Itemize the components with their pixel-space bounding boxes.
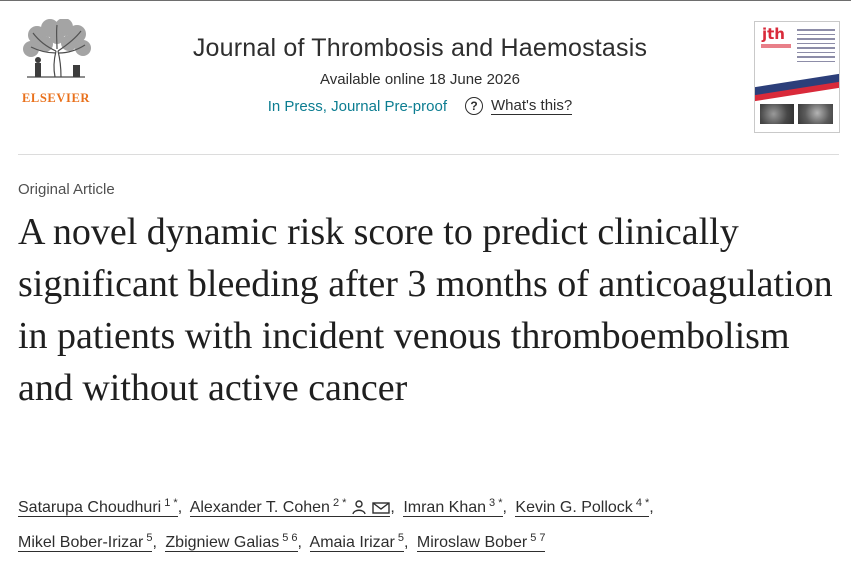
author-link[interactable]: Zbigniew Galias 5 6: [165, 532, 298, 552]
author-affiliation-refs: 5: [397, 532, 405, 544]
cover-logo-underline: [761, 44, 791, 48]
author-link[interactable]: Satarupa Choudhuri 1 *: [18, 497, 178, 517]
question-mark-icon: ?: [465, 97, 483, 115]
author-list: Satarupa Choudhuri 1 *, Alexander T. Cohe…: [18, 488, 838, 558]
cover-contents-lines: [797, 29, 835, 65]
publication-status-row: In Press, Journal Pre-proof ? What's thi…: [140, 97, 700, 115]
author-item: Miroslaw Bober 5 7: [416, 532, 546, 552]
author-name: Miroslaw Bober: [416, 534, 528, 551]
article-header: ELSEVIER Journal of Thrombosis and Haemo…: [0, 1, 851, 151]
person-icon: [352, 500, 367, 515]
author-affiliation-refs: 5 7: [530, 532, 546, 544]
author-separator: ,: [390, 499, 395, 516]
top-border: [0, 0, 851, 1]
author-name: Alexander T. Cohen: [189, 499, 330, 516]
author-separator: ,: [649, 499, 654, 516]
cover-micrograph-right: [798, 104, 833, 124]
author-name: Mikel Bober-Irizar: [18, 534, 144, 551]
author-item: Zbigniew Galias 5 6,: [165, 532, 309, 552]
author-affiliation-refs: 2 *: [332, 497, 347, 509]
in-press-link[interactable]: In Press, Journal Pre-proof: [267, 97, 447, 115]
journal-cover-thumbnail[interactable]: jth: [754, 21, 840, 133]
author-item: Amaia Irizar 5,: [309, 532, 417, 552]
author-separator: ,: [404, 534, 409, 551]
author-separator: ,: [297, 534, 302, 551]
author-separator: ,: [177, 499, 183, 516]
author-name: Amaia Irizar: [309, 534, 395, 551]
author-link[interactable]: Amaia Irizar 5: [309, 532, 405, 552]
elsevier-logo[interactable]: ELSEVIER: [17, 19, 95, 109]
author-affiliation-refs: 3 *: [489, 497, 503, 509]
author-item: Imran Khan 3 *,: [403, 497, 515, 517]
author-affiliation-refs: 5: [146, 532, 153, 544]
whats-this-button[interactable]: ? What's this?: [465, 97, 573, 115]
author-affiliation-refs: 5 6: [282, 532, 298, 544]
author-name: Zbigniew Galias: [165, 534, 280, 551]
tree-of-knowledge-icon: [23, 19, 91, 78]
availability-date: Available online 18 June 2026: [320, 71, 520, 88]
author-link[interactable]: Imran Khan 3 *: [403, 497, 503, 517]
author-affiliation-refs: 4 *: [635, 497, 650, 509]
article-title: A novel dynamic risk score to predict cl…: [18, 211, 833, 409]
author-item: Mikel Bober-Irizar 5,: [18, 532, 165, 552]
whats-this-label: What's this?: [491, 97, 573, 115]
cover-logo: jth: [762, 25, 785, 43]
author-name: Imran Khan: [403, 499, 487, 516]
author-link[interactable]: Alexander T. Cohen 2 *: [189, 497, 391, 517]
journal-info: Journal of Thrombosis and Haemostasis Av…: [140, 34, 700, 115]
author-item: Alexander T. Cohen 2 *,: [189, 497, 404, 517]
journal-title-link[interactable]: Journal of Thrombosis and Haemostasis: [192, 34, 648, 62]
author-link[interactable]: Miroslaw Bober 5 7: [416, 532, 546, 552]
author-link[interactable]: Kevin G. Pollock 4 *: [515, 497, 650, 517]
header-divider: [18, 154, 839, 155]
author-item: Satarupa Choudhuri 1 *,: [18, 497, 190, 517]
author-item: Kevin G. Pollock 4 *,: [515, 497, 657, 517]
author-name: Kevin G. Pollock: [515, 499, 633, 516]
publisher-wordmark: ELSEVIER: [21, 91, 91, 105]
article-type: Original Article: [18, 181, 115, 198]
author-separator: ,: [152, 534, 157, 551]
envelope-icon: [372, 502, 391, 514]
cover-micrograph-left: [760, 104, 794, 124]
author-affiliation-refs: 1 *: [164, 497, 178, 509]
author-name: Satarupa Choudhuri: [18, 499, 162, 516]
author-link[interactable]: Mikel Bober-Irizar 5: [18, 532, 153, 552]
author-separator: ,: [502, 499, 507, 516]
